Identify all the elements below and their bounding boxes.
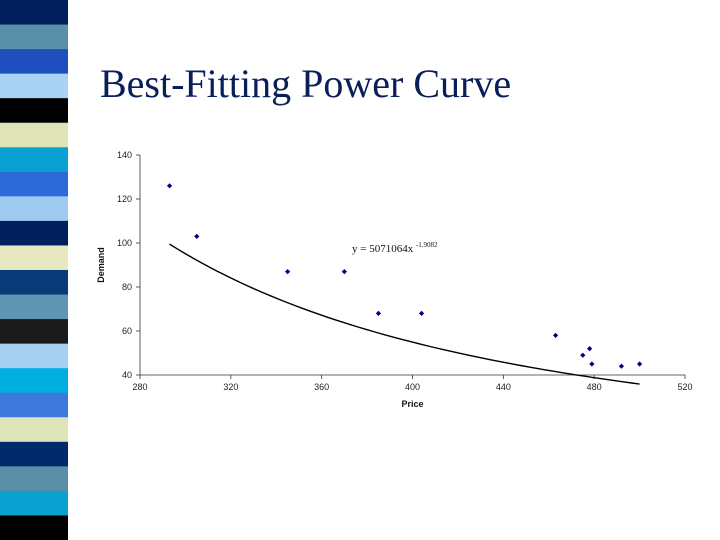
stripe-band <box>0 368 68 394</box>
stripe-band <box>0 245 68 271</box>
stripe-band <box>0 73 68 99</box>
data-point <box>636 361 643 367</box>
stripe-band <box>0 220 68 246</box>
y-tick-label: 40 <box>122 370 132 380</box>
trendline <box>169 243 640 385</box>
stripe-band <box>0 98 68 124</box>
stripe-band <box>0 49 68 75</box>
data-point <box>341 269 347 275</box>
data-point <box>375 310 382 316</box>
data-point <box>552 332 559 338</box>
stripe-band <box>0 343 68 369</box>
equation-base: y = 5071064x <box>352 243 414 255</box>
stripe-band <box>0 466 68 492</box>
power-curve-chart: 40 60 80 100 120 140 280 320 360 400 440 480 520 y =… <box>96 150 693 409</box>
trendline-group <box>169 243 640 385</box>
data-points <box>166 183 643 369</box>
stripe-band <box>0 171 68 197</box>
stripe-band <box>0 122 68 148</box>
equation-label: y = 5071064x -1.9082 <box>352 241 438 255</box>
x-tick-label: 440 <box>496 382 511 392</box>
stripe-band <box>0 147 68 173</box>
slide-title: Best-Fitting Power Curve <box>100 61 512 106</box>
stripe-band <box>0 0 68 26</box>
stripe-band <box>0 515 68 540</box>
y-axis-title: Demand <box>96 247 106 283</box>
y-tick-label: 140 <box>117 150 132 160</box>
stripe-band <box>0 392 68 418</box>
data-point <box>285 269 291 275</box>
data-point <box>589 361 595 367</box>
chart-axes: 40 60 80 100 120 140 280 320 360 400 440 480 520 <box>117 150 693 392</box>
data-point <box>418 310 425 316</box>
equation-exponent: -1.9082 <box>416 241 438 249</box>
data-point <box>618 363 625 369</box>
stripe-band <box>0 24 68 50</box>
x-axis-title: Price <box>401 399 423 409</box>
stripe-band <box>0 441 68 467</box>
x-tick-label: 480 <box>587 382 602 392</box>
x-tick-label: 400 <box>405 382 420 392</box>
stripe-band <box>0 196 68 222</box>
data-point <box>166 183 173 189</box>
y-tick-label: 60 <box>122 326 132 336</box>
data-point <box>587 346 593 352</box>
y-tick-label: 80 <box>122 282 132 292</box>
y-tick-label: 120 <box>117 194 132 204</box>
x-tick-label: 320 <box>223 382 238 392</box>
x-tick-label: 520 <box>677 382 692 392</box>
data-point <box>194 233 200 239</box>
x-tick-label: 280 <box>132 382 147 392</box>
stripe-band <box>0 319 68 345</box>
x-tick-label: 360 <box>314 382 329 392</box>
stripe-band <box>0 294 68 320</box>
y-tick-label: 100 <box>117 238 132 248</box>
stripe-band <box>0 490 68 516</box>
stripe-band <box>0 417 68 443</box>
data-point <box>580 352 586 358</box>
stripe-band <box>0 270 68 296</box>
decorative-stripe <box>0 0 68 540</box>
